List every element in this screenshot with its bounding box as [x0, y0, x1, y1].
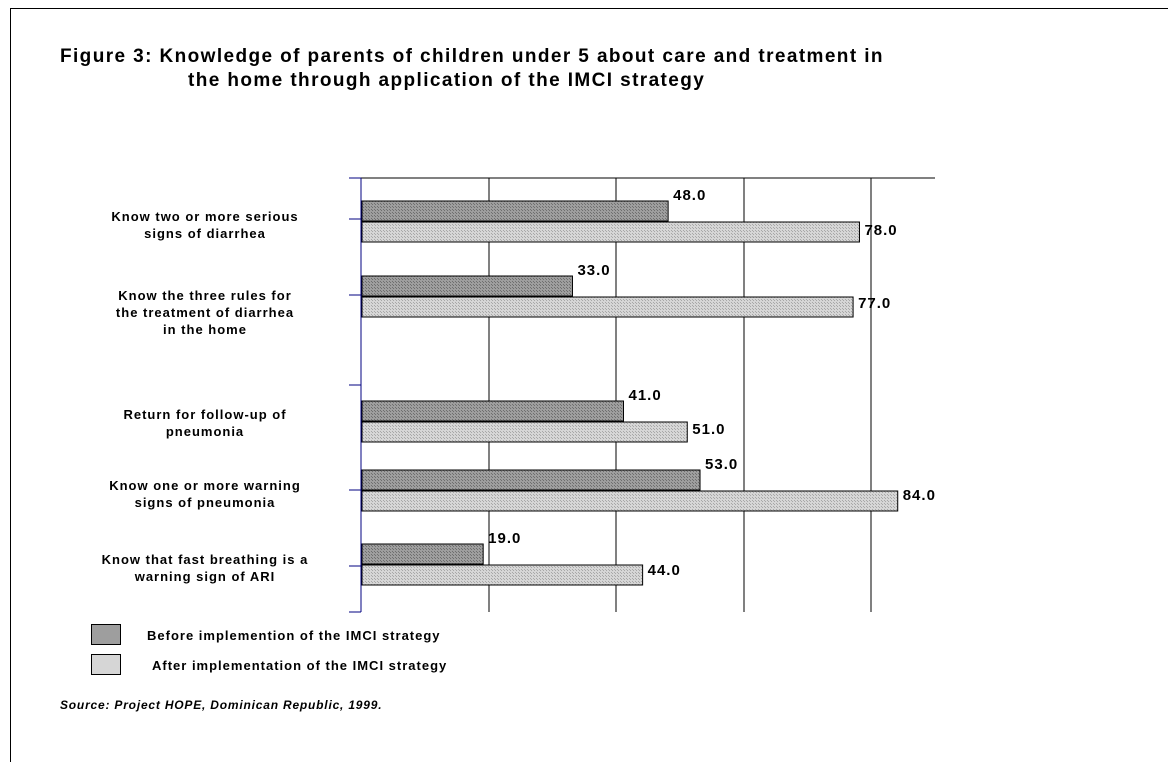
category-label-0: Know two or more serious signs of diarrhe…: [45, 208, 365, 242]
value-label-before-4: 19.0: [488, 530, 522, 547]
value-label-before-0: 48.0: [673, 187, 707, 204]
bar-before-2: [361, 400, 624, 422]
value-label-after-3: 84.0: [902, 487, 936, 504]
category-label-3: Know one or more warning signs of pneumon…: [45, 477, 365, 511]
chart-title: Figure 3: Knowledge of parents of childr…: [60, 45, 1140, 93]
legend-label-after: After implementation of the IMCI strateg…: [152, 658, 448, 673]
figure-frame: [10, 8, 1168, 762]
category-label-2-line-0: Return for follow-up of: [123, 407, 287, 422]
value-label-before-2: 41.0: [628, 387, 662, 404]
category-label-1-line-1: the treatment of diarrhea: [115, 304, 295, 320]
bar-before-4: [361, 543, 484, 565]
bar-after-1: [361, 296, 854, 318]
legend-label-before: Before implemention of the IMCI strategy: [147, 628, 441, 643]
value-label-after-2: 51.0: [692, 421, 726, 438]
legend-swatch-before: [91, 624, 121, 645]
category-label-1-line-0: Know the three rules for: [118, 287, 292, 303]
category-label-2: Return for follow-up of pneumonia: [45, 406, 365, 440]
bar-after-3: [361, 490, 899, 512]
category-label-3-line-0: Know one or more warning: [109, 478, 301, 493]
bar-before-0: [361, 200, 669, 222]
category-label-1-line-2: in the home: [163, 321, 247, 337]
value-label-before-3: 53.0: [705, 456, 739, 473]
value-label-before-1: 33.0: [577, 262, 611, 279]
category-label-4-line-1: warning sign of ARI: [134, 569, 276, 584]
category-label-3-line-1: signs of pneumonia: [134, 495, 276, 510]
bar-after-2: [361, 421, 688, 443]
category-label-4: Know that fast breathing is a warning sig…: [45, 551, 365, 585]
category-label-4-line-0: Know that fast breathing is a: [101, 552, 309, 567]
legend-swatch-after: [91, 654, 121, 675]
category-label-2-line-1: pneumonia: [165, 424, 245, 439]
value-label-after-0: 78.0: [864, 222, 898, 239]
value-label-after-4: 44.0: [647, 562, 681, 579]
title-line-1: Figure 3: Knowledge of parents of childr…: [60, 46, 884, 67]
category-label-0-line-1: signs of diarrhea: [144, 226, 266, 241]
bar-before-3: [361, 469, 701, 491]
value-label-after-1: 77.0: [858, 295, 892, 312]
bar-after-0: [361, 221, 860, 243]
title-line-2: the home through application of the IMCI…: [188, 70, 706, 91]
bar-after-4: [361, 564, 644, 586]
bar-before-1: [361, 275, 573, 297]
category-label-1: Know the three rules for the treatment of…: [45, 287, 365, 338]
source-note: Source: Project HOPE, Dominican Republic…: [60, 698, 383, 712]
category-label-0-line-0: Know two or more serious: [111, 209, 299, 224]
